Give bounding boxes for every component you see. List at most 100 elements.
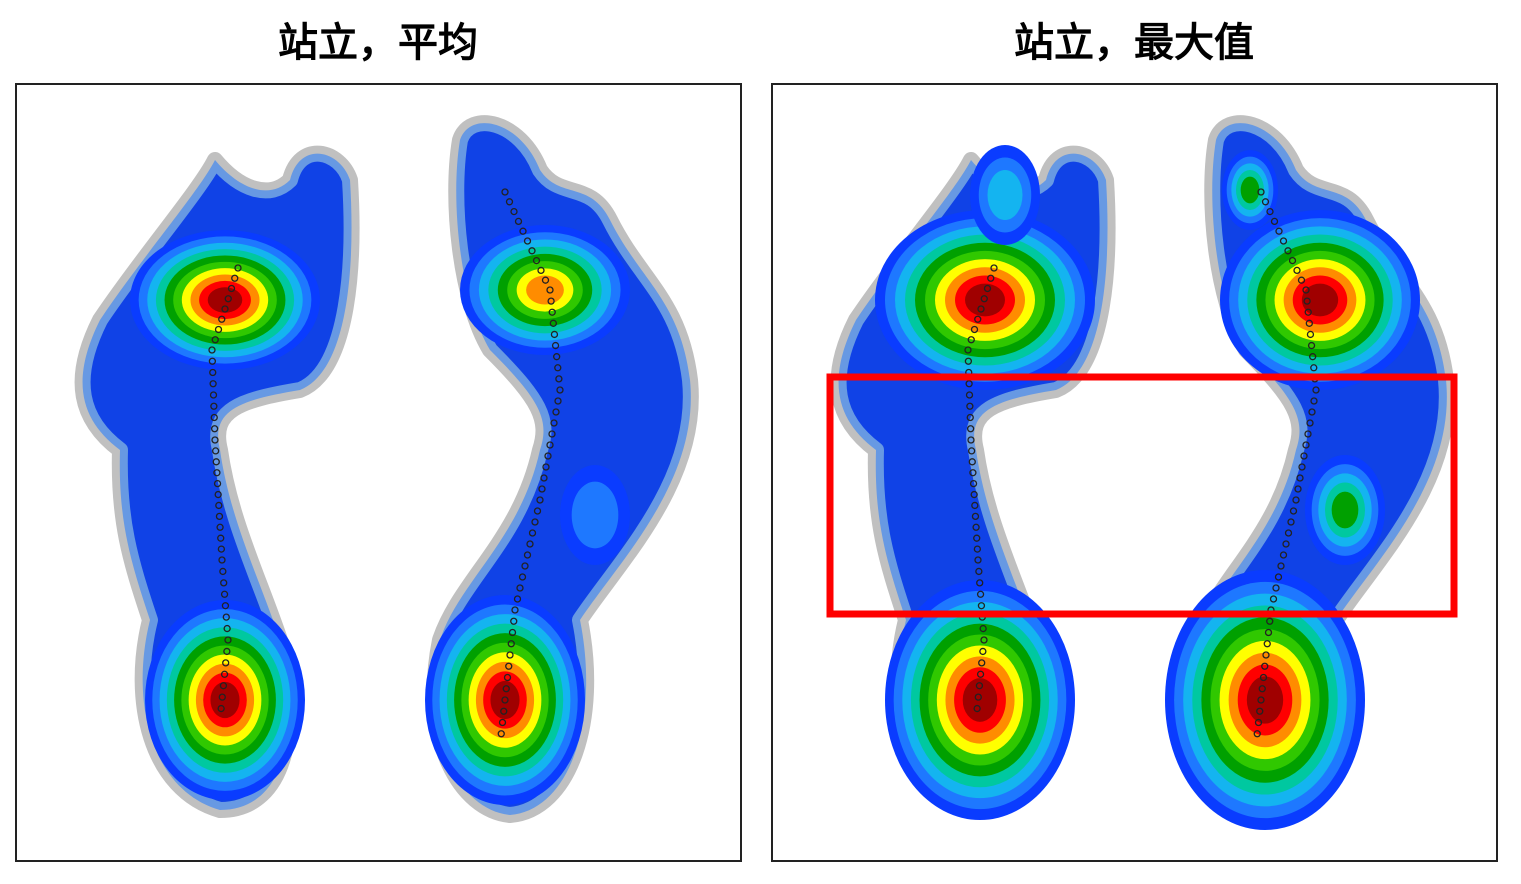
cop-dot xyxy=(209,380,217,388)
cop-dot xyxy=(234,264,242,272)
cop-dot xyxy=(980,295,988,303)
cop-dot xyxy=(1284,247,1292,255)
cop-dot xyxy=(1297,276,1306,284)
cop-dot xyxy=(1302,286,1310,294)
cop-dot xyxy=(966,413,974,422)
cop-dot xyxy=(978,659,986,667)
cop-dot xyxy=(964,357,973,365)
cop-dot xyxy=(218,315,226,323)
cop-dot xyxy=(544,452,552,460)
cop-dot xyxy=(971,512,980,521)
cop-dot xyxy=(220,590,229,598)
cop-dot xyxy=(1263,640,1271,648)
pressure-level xyxy=(571,481,619,549)
pressure-level xyxy=(526,275,564,305)
cop-dot xyxy=(510,207,518,216)
cop-dot xyxy=(521,562,529,570)
cop-dot xyxy=(556,386,564,394)
cop-dot xyxy=(214,490,222,499)
cop-dot xyxy=(1293,266,1301,275)
cop-dot xyxy=(505,662,513,670)
cop-dot xyxy=(227,284,236,293)
cop-dot xyxy=(513,595,522,603)
cop-dot xyxy=(209,391,218,399)
cop-dot xyxy=(977,305,985,313)
cop-dot xyxy=(224,636,232,644)
cop-dot xyxy=(974,556,982,564)
cop-dot xyxy=(212,458,220,466)
cop-dot xyxy=(531,518,539,526)
cop-dot xyxy=(213,479,222,488)
cop-dot xyxy=(210,413,218,422)
cop-dot xyxy=(967,336,975,344)
cop-dot xyxy=(1309,353,1317,361)
cop-dot xyxy=(976,590,985,598)
panel-title: 站立，最大值 xyxy=(1014,20,1254,66)
cop-dot xyxy=(222,613,230,621)
cop-dot xyxy=(1279,551,1288,559)
cop-dot xyxy=(1275,227,1283,235)
cop-dot xyxy=(501,188,509,196)
cop-dot xyxy=(216,523,224,531)
cop-dot xyxy=(973,704,981,713)
cop-dot xyxy=(548,308,556,316)
pressure-level xyxy=(1246,676,1284,724)
cop-dot xyxy=(1296,474,1304,482)
cop-dot xyxy=(213,469,221,477)
cop-dot xyxy=(540,474,548,482)
cop-dot xyxy=(518,573,527,581)
cop-dot xyxy=(211,436,219,444)
cop-dot xyxy=(511,606,519,614)
pressure-level xyxy=(1301,283,1339,317)
cop-dot xyxy=(1287,518,1295,526)
cop-dot xyxy=(523,551,532,559)
cop-dot xyxy=(1262,651,1270,659)
cop-dot xyxy=(1277,562,1285,570)
cop-dot xyxy=(526,540,534,548)
cop-dot xyxy=(550,330,559,339)
cop-dot xyxy=(221,602,230,610)
cop-dot xyxy=(1259,673,1268,682)
cop-dot xyxy=(1304,430,1312,438)
cop-dot xyxy=(1312,386,1320,394)
cop-dot xyxy=(215,512,224,521)
cop-dot xyxy=(1308,408,1316,416)
cop-dot xyxy=(211,447,220,455)
cop-dot xyxy=(1270,217,1279,226)
cop-dot xyxy=(551,341,560,350)
cop-dot xyxy=(1303,297,1311,305)
cop-dot xyxy=(554,397,562,405)
cop-dot xyxy=(1300,452,1308,460)
cop-dot xyxy=(1258,685,1266,693)
cop-dot xyxy=(1307,341,1316,350)
cop-dot xyxy=(215,501,223,510)
cop-dot xyxy=(1288,256,1297,265)
cop-dot xyxy=(1269,595,1278,603)
cop-dot xyxy=(975,567,983,576)
cop-dot xyxy=(516,584,524,592)
cop-dot xyxy=(980,636,988,644)
cop-dot xyxy=(507,640,515,648)
cop-dot xyxy=(528,529,537,537)
cop-dot xyxy=(550,419,558,427)
cop-dot xyxy=(217,545,226,553)
cop-dot xyxy=(514,217,523,226)
cop-dot xyxy=(1256,707,1264,715)
cop-dot xyxy=(966,402,974,410)
cop-dot xyxy=(553,353,561,361)
cop-dot xyxy=(967,436,975,444)
pressure-level xyxy=(1331,491,1359,529)
cop-dot xyxy=(987,274,995,282)
cop-dot xyxy=(1266,617,1274,625)
cop-dot xyxy=(510,617,518,625)
cop-dot xyxy=(976,579,984,587)
cop-dot xyxy=(210,402,218,410)
cop-dot xyxy=(966,425,975,433)
pressure-level xyxy=(987,170,1023,220)
cop-dot xyxy=(1261,198,1270,206)
cop-dot xyxy=(1306,419,1314,427)
cop-dot xyxy=(498,718,507,727)
cop-dot xyxy=(555,375,563,383)
cop-dot xyxy=(552,408,560,416)
